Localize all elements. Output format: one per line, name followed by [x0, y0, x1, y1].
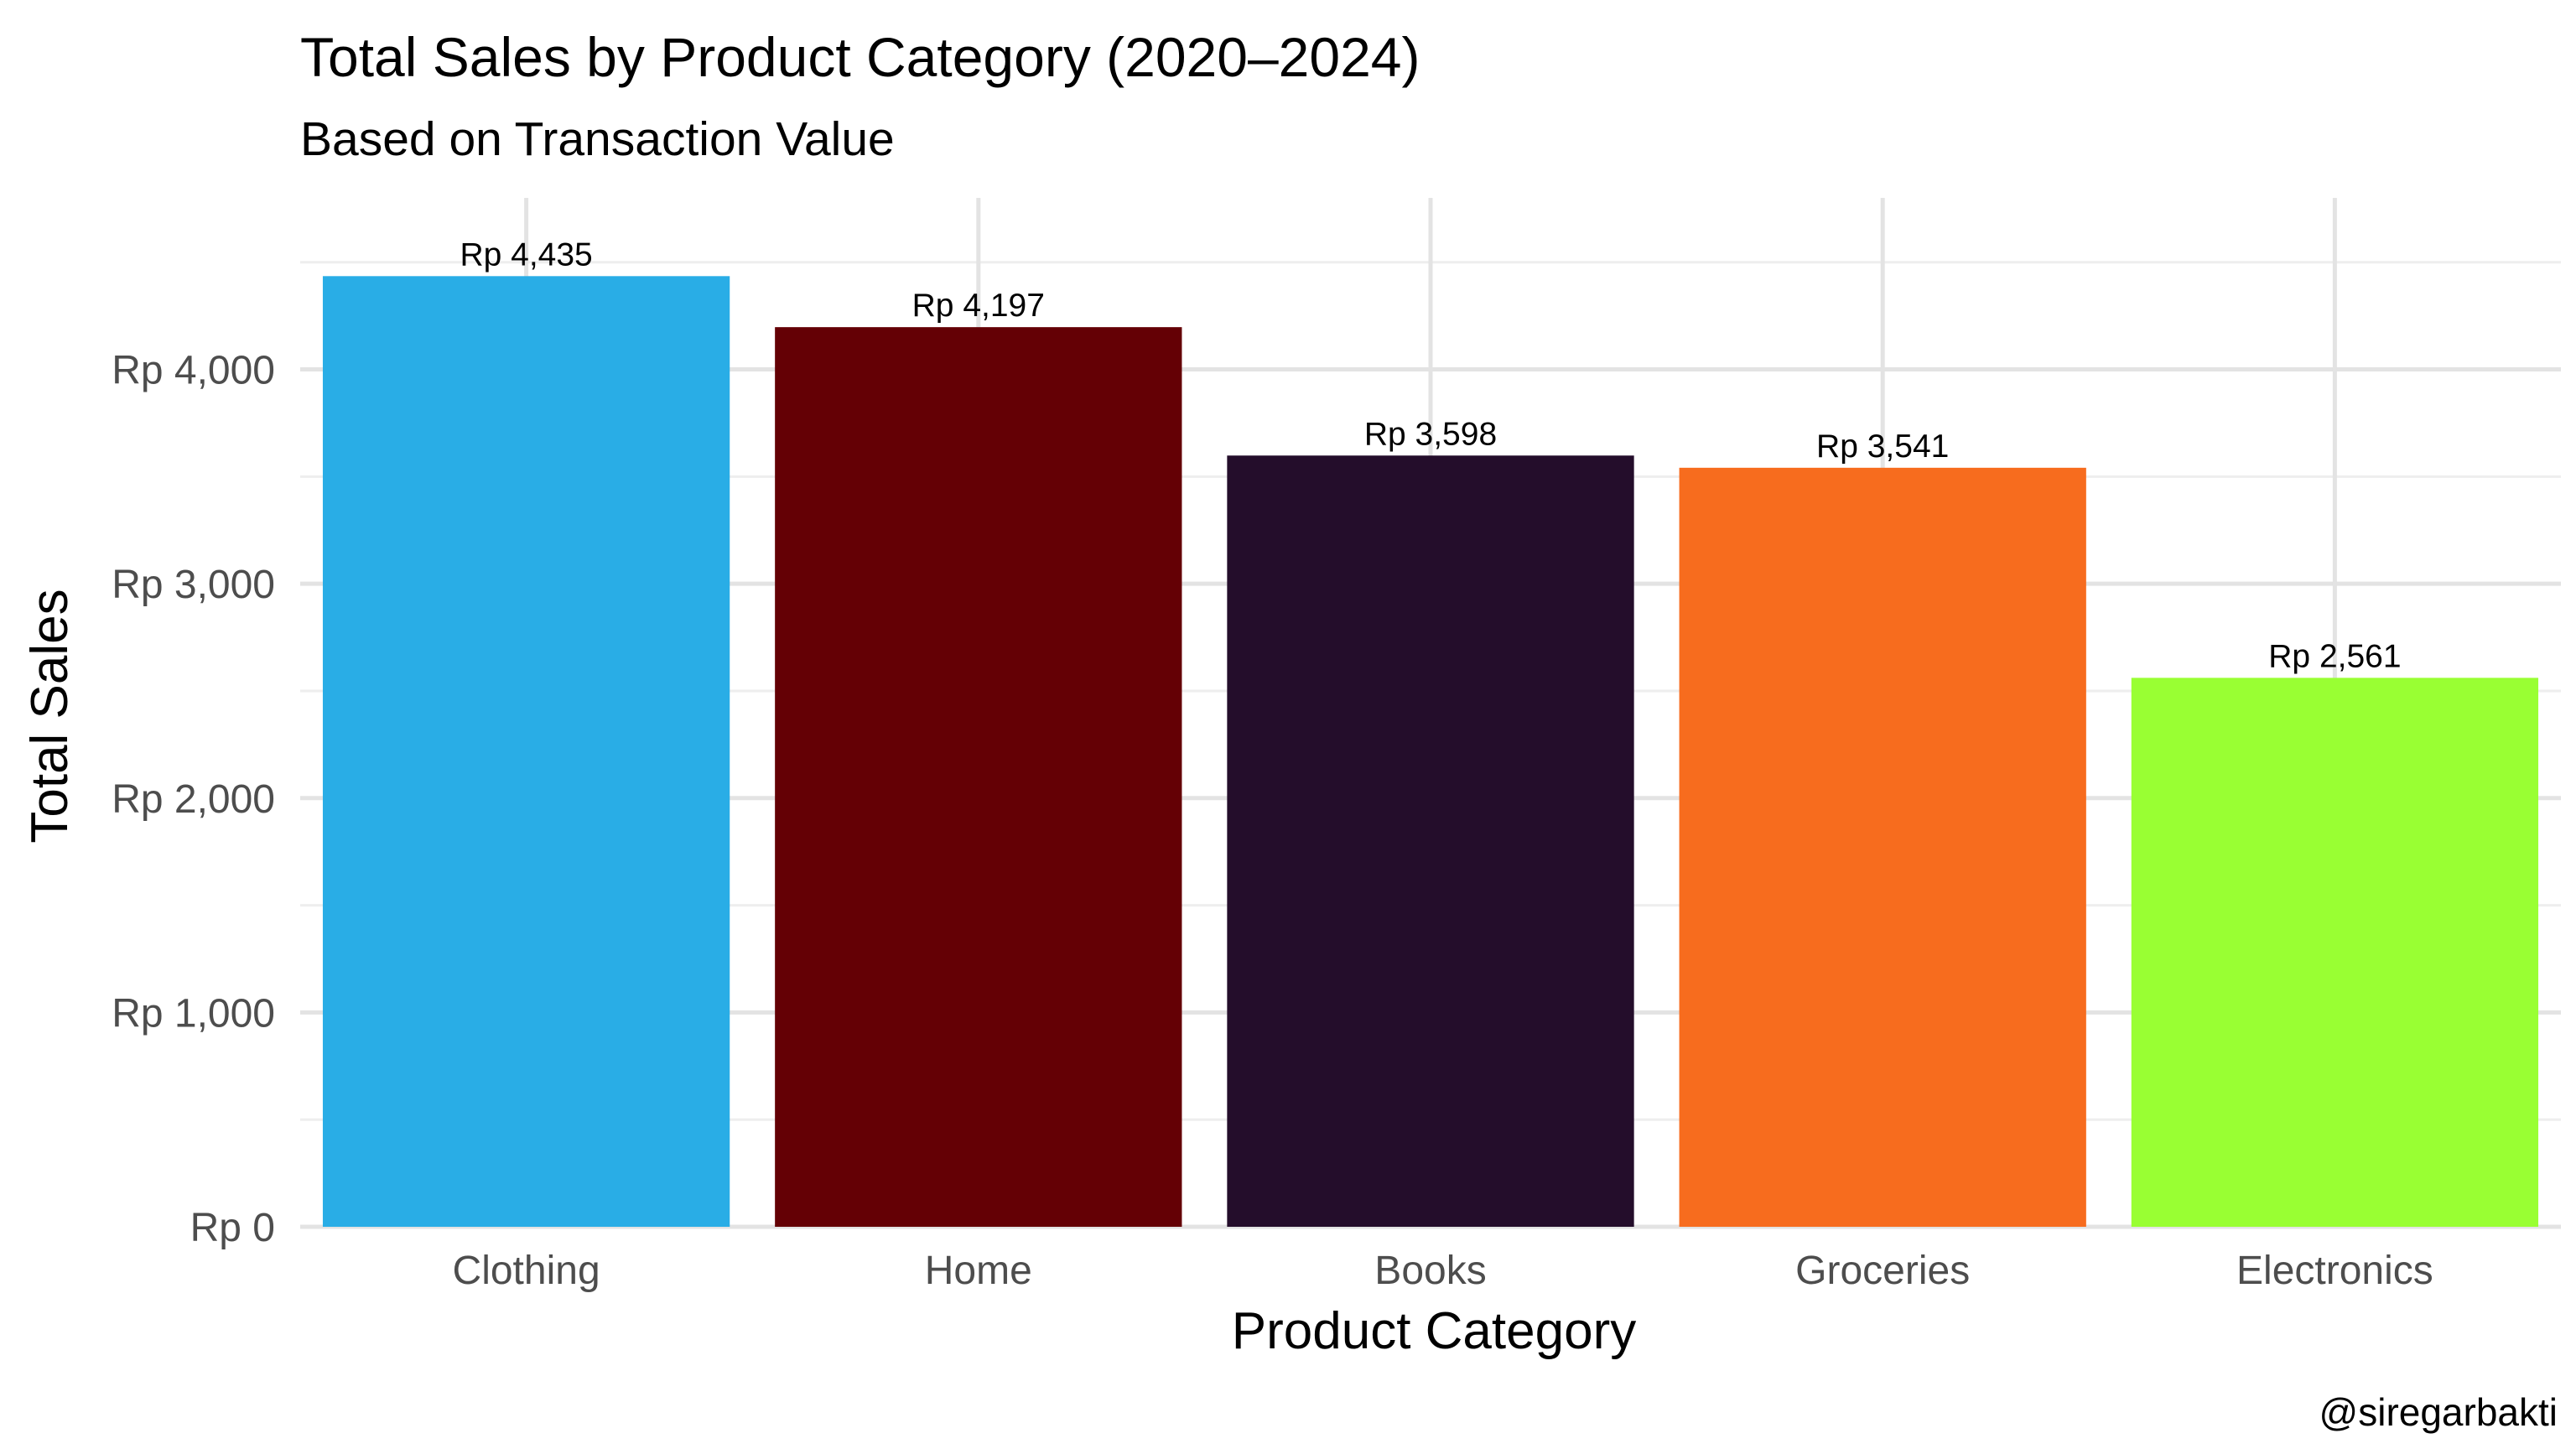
y-tick-label: Rp 0	[190, 1206, 275, 1250]
bar-home	[775, 327, 1182, 1228]
data-label-home: Rp 4,197	[912, 288, 1045, 324]
x-tick-label: Groceries	[1795, 1249, 1970, 1293]
x-tick-label: Books	[1374, 1249, 1486, 1293]
x-axis-ticks: Clothing Home Books Groceries Electronics	[453, 1249, 2433, 1293]
y-tick-label: Rp 4,000	[112, 349, 275, 393]
data-label-clothing: Rp 4,435	[460, 236, 592, 273]
x-tick-label: Electronics	[2236, 1249, 2433, 1293]
chart-caption: @siregarbakti	[2319, 1390, 2558, 1434]
data-label-books: Rp 3,598	[1364, 416, 1497, 452]
bars	[322, 276, 2539, 1228]
data-label-electronics: Rp 2,561	[2268, 638, 2401, 674]
bar-clothing	[322, 276, 730, 1228]
x-axis-title: Product Category	[1232, 1302, 1636, 1360]
y-tick-label: Rp 3,000	[112, 563, 275, 607]
data-label-groceries: Rp 3,541	[1816, 428, 1949, 465]
data-labels: Rp 4,435 Rp 4,197 Rp 3,598 Rp 3,541 Rp 2,561	[460, 236, 2401, 674]
y-axis-ticks: Rp 0 Rp 1,000 Rp 2,000 Rp 3,000 Rp 4,000	[112, 349, 275, 1251]
x-tick-label: Home	[925, 1249, 1032, 1293]
bar-groceries	[1679, 467, 2086, 1227]
y-tick-label: Rp 2,000	[112, 777, 275, 822]
y-tick-label: Rp 1,000	[112, 991, 275, 1036]
bar-books	[1227, 455, 1634, 1227]
bar-electronics	[2131, 678, 2539, 1227]
chart-title: Total Sales by Product Category (2020–20…	[300, 26, 1420, 88]
chart-subtitle: Based on Transaction Value	[300, 112, 895, 166]
y-axis-title: Total Sales	[21, 589, 79, 843]
x-tick-label: Clothing	[453, 1249, 600, 1293]
